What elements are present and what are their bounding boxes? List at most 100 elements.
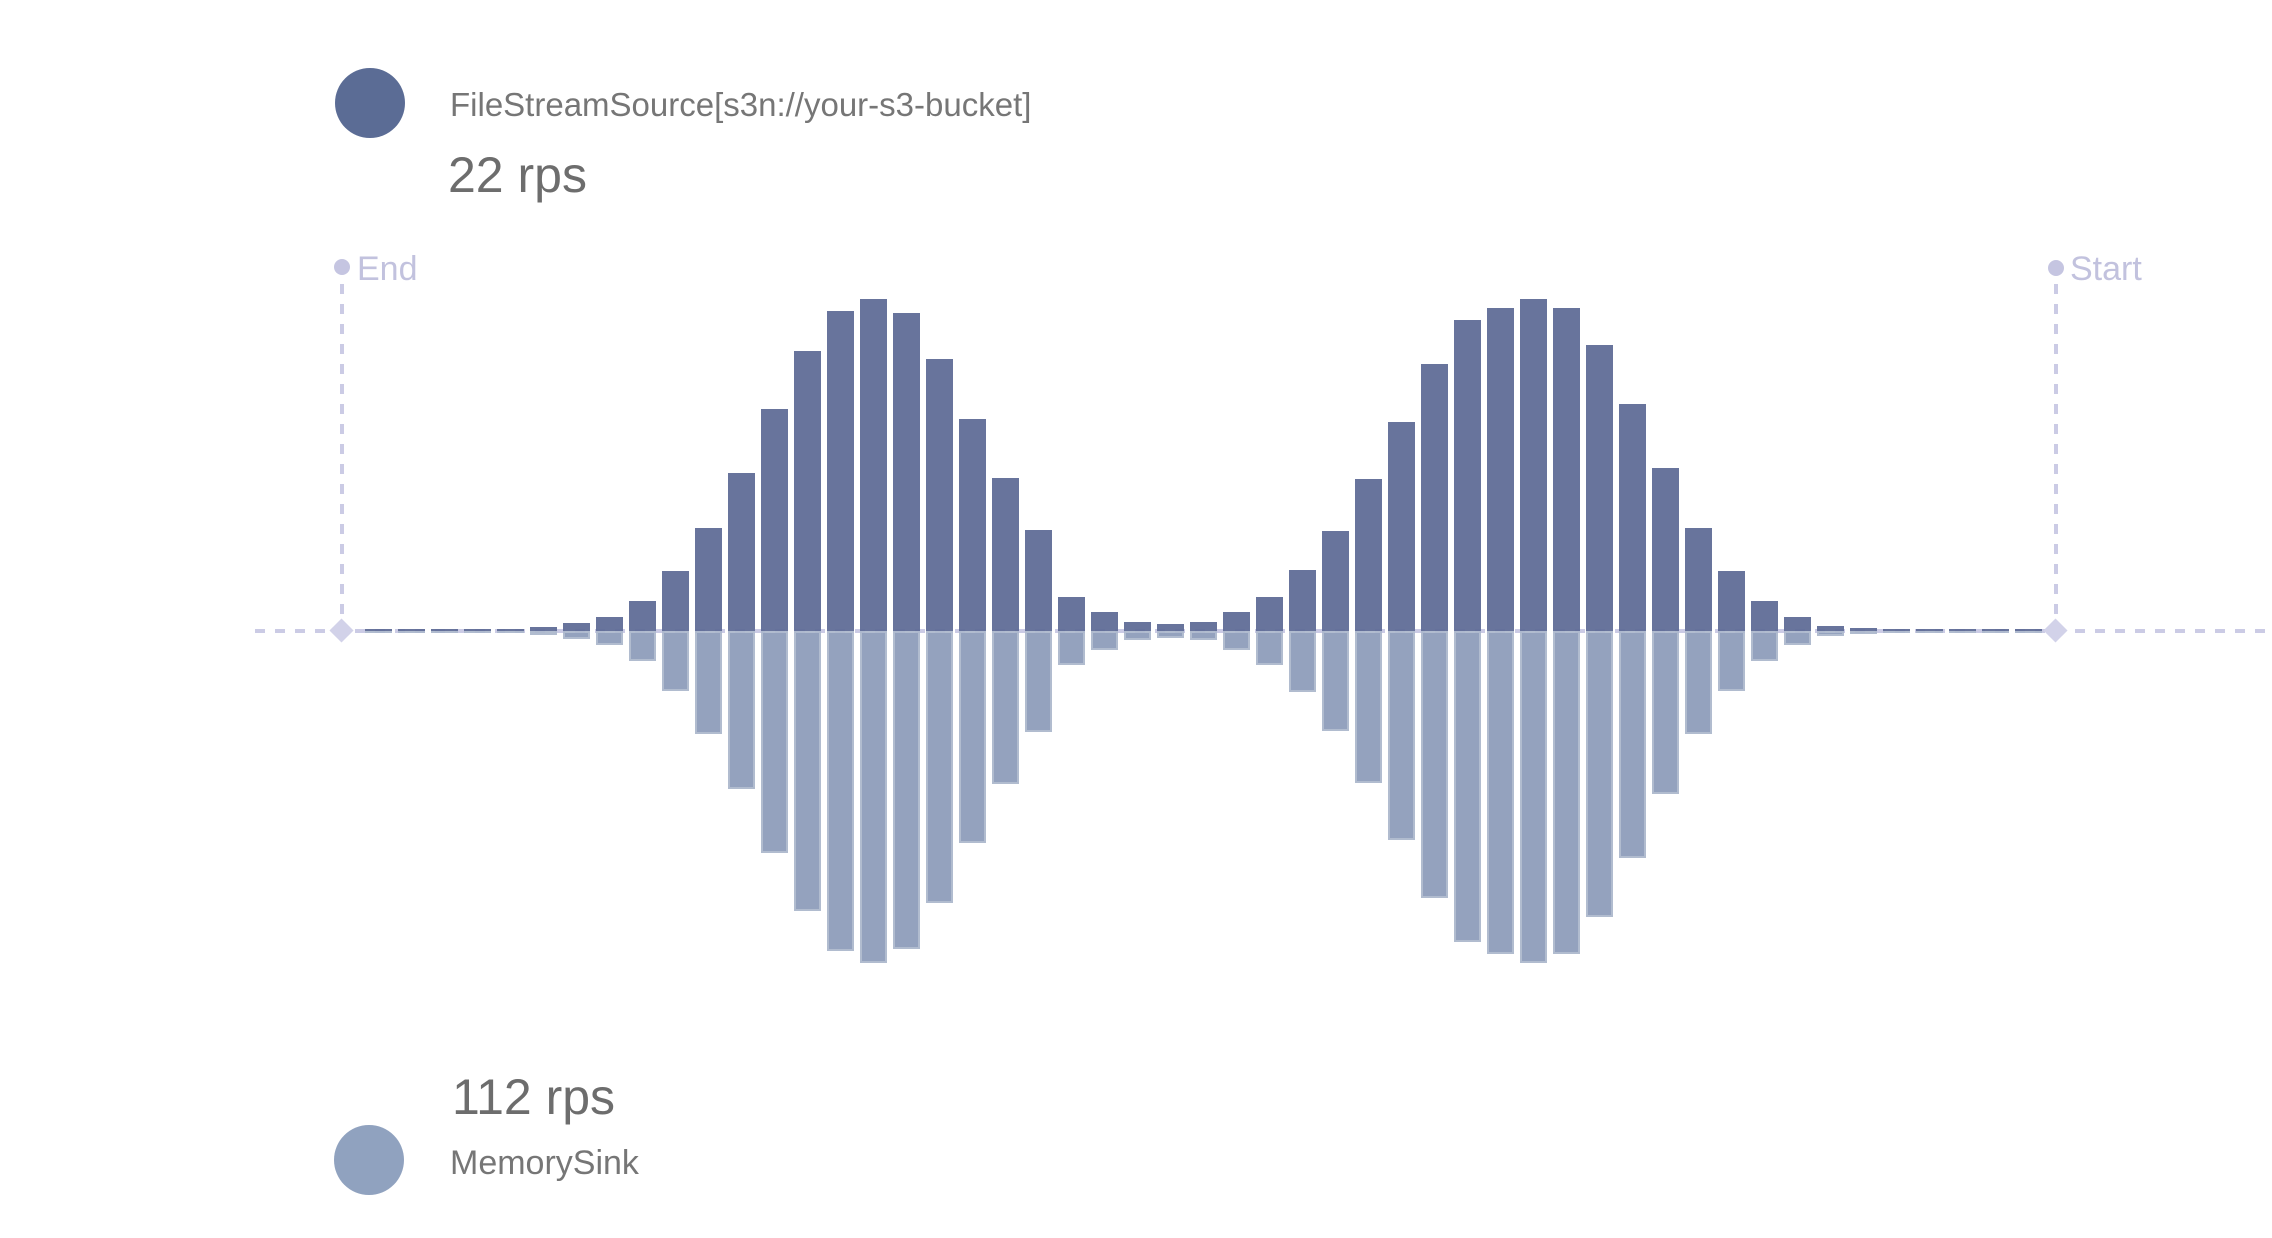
source-rate-bar (430, 629, 458, 631)
sink-rate-bar (925, 631, 953, 903)
source-rate-bar (1882, 629, 1910, 631)
sink-rate-bar (727, 631, 755, 789)
source-rate-bar (1453, 320, 1481, 631)
sink-rate-bar (1849, 631, 1877, 634)
source-rate-bar (991, 478, 1019, 631)
sink-rate-bar (1948, 631, 1976, 633)
source-rate-bar (1156, 624, 1184, 631)
source-rate-bar (1057, 597, 1085, 631)
source-rate-bar (529, 627, 557, 631)
source-rate-bar (1948, 629, 1976, 631)
source-rate-bar (826, 311, 854, 631)
source-rate: 22 rps (448, 147, 587, 203)
end-marker-diamond-icon (329, 618, 354, 643)
sink-rate-bar (958, 631, 986, 843)
source-rate-bar (1618, 404, 1646, 631)
source-rate-bar (1354, 479, 1382, 631)
source-rate-bar (1123, 622, 1151, 631)
sink-rate-bar (859, 631, 887, 963)
source-rate-bar (1189, 622, 1217, 631)
source-rate-bar (1783, 617, 1811, 631)
source-rate-bar (1387, 422, 1415, 631)
sink-rate-bar (1090, 631, 1118, 650)
sink-swatch-icon (334, 1125, 404, 1195)
sink-name: MemorySink (450, 1144, 639, 1182)
sink-rate-bar (1651, 631, 1679, 794)
end-label: End (357, 250, 418, 288)
source-rate-bar (760, 409, 788, 631)
source-rate-bar (1651, 468, 1679, 631)
sink-rate-bar (397, 631, 425, 633)
source-rate-bar (1816, 626, 1844, 631)
start-marker-diamond-icon (2043, 618, 2068, 643)
start-marker-dashed-line (2054, 284, 2058, 631)
source-rate-bar (1090, 612, 1118, 631)
sink-rate-bar (562, 631, 590, 639)
source-rate-bar (793, 351, 821, 631)
source-rate-bar (1024, 530, 1052, 631)
source-rate-bar (958, 419, 986, 631)
sink-rate-bar (1321, 631, 1349, 731)
sink-rate-bar (694, 631, 722, 734)
start-marker-dot-icon (2048, 260, 2064, 276)
source-rate-bar (1915, 629, 1943, 631)
sink-rate-bar (760, 631, 788, 853)
sink-rate-bar (1717, 631, 1745, 691)
sink-rate-bar (793, 631, 821, 911)
source-rate-bar (2014, 629, 2042, 631)
sink-rate-bar (1453, 631, 1481, 942)
source-rate-bar (1849, 628, 1877, 631)
source-rate-bar (1717, 571, 1745, 631)
sink-rate: 112 rps (452, 1069, 616, 1125)
sink-rate-bar (1783, 631, 1811, 645)
sink-rate-bar (1024, 631, 1052, 732)
sink-rate-bar (661, 631, 689, 691)
source-rate-bar (1486, 308, 1514, 631)
source-rate-bar (694, 528, 722, 631)
sink-rate-bar (1552, 631, 1580, 954)
source-rate-bar (892, 313, 920, 631)
end-marker-dashed-line (340, 284, 344, 631)
sink-rate-bar (1519, 631, 1547, 963)
sink-rate-bar (1123, 631, 1151, 640)
source-rate-bar (496, 629, 524, 631)
source-rate-bar (1519, 299, 1547, 631)
sink-rate-bar (430, 631, 458, 633)
source-rate-bar (463, 629, 491, 631)
sink-rate-bar (1585, 631, 1613, 917)
sink-rate-bar (1189, 631, 1217, 640)
source-rate-bar (1255, 597, 1283, 631)
source-rate-bar (1585, 345, 1613, 631)
sink-rate-bar (1420, 631, 1448, 898)
source-rate-bar (859, 299, 887, 631)
sink-rate-bar (1354, 631, 1382, 783)
source-rate-bar (1420, 364, 1448, 631)
sink-rate-bar (1387, 631, 1415, 840)
sink-rate-bar (1882, 631, 1910, 633)
source-rate-bar (628, 601, 656, 631)
sink-rate-bar (892, 631, 920, 949)
sink-rate-bar (1255, 631, 1283, 665)
sink-rate-bar (1816, 631, 1844, 636)
end-marker-dot-icon (334, 259, 350, 275)
source-rate-bar (1222, 612, 1250, 631)
source-rate-bar (727, 473, 755, 631)
sink-rate-bar (364, 631, 392, 633)
source-rate-bar (1552, 308, 1580, 631)
sink-rate-bar (1618, 631, 1646, 858)
source-rate-bar (562, 623, 590, 631)
sink-rate-bar (1156, 631, 1184, 638)
source-rate-bar (1684, 528, 1712, 631)
source-rate-bar (661, 571, 689, 631)
source-rate-bar (364, 629, 392, 631)
sink-rate-bar (595, 631, 623, 645)
sink-rate-bar (1057, 631, 1085, 665)
sink-rate-bar (1486, 631, 1514, 954)
source-rate-bar (1288, 570, 1316, 631)
source-rate-bar (595, 617, 623, 631)
sink-rate-bar (496, 631, 524, 633)
sink-rate-bar (628, 631, 656, 661)
sink-rate-bar (826, 631, 854, 951)
source-name: FileStreamSource[s3n://your-s3-bucket] (450, 86, 1032, 123)
